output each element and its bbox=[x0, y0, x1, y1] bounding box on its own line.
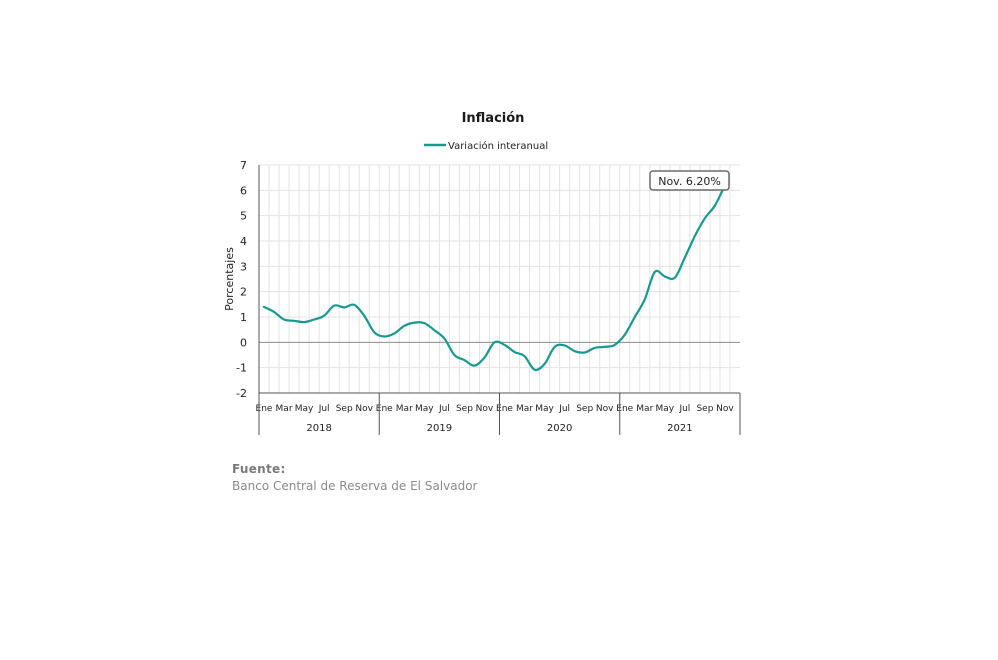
x-tick-label: May bbox=[656, 404, 675, 414]
source-text: Banco Central de Reserva de El Salvador bbox=[232, 479, 478, 493]
legend-label: Variación interanual bbox=[448, 140, 548, 152]
y-tick-label: 3 bbox=[240, 260, 247, 273]
x-tick-label: Ene bbox=[376, 404, 393, 414]
y-tick-label: 5 bbox=[240, 210, 247, 223]
series-line bbox=[262, 184, 727, 372]
y-tick-label: 7 bbox=[240, 159, 247, 172]
y-tick-label: -1 bbox=[236, 362, 247, 375]
x-tick-label: Mar bbox=[516, 404, 533, 414]
x-tick-label: May bbox=[535, 404, 554, 414]
x-year-label: 2018 bbox=[306, 423, 331, 434]
x-tick-label: Nov bbox=[476, 404, 494, 414]
x-tick-label: Mar bbox=[636, 404, 653, 414]
source-block: Fuente: Banco Central de Reserva de El S… bbox=[232, 462, 477, 493]
annotation-label: Nov. 6.20% bbox=[658, 175, 721, 188]
x-tick-label: Jul bbox=[678, 404, 690, 414]
x-tick-label: Sep bbox=[696, 404, 713, 414]
x-tick-label: Mar bbox=[396, 404, 413, 414]
x-tick-label: May bbox=[415, 404, 434, 414]
x-tick-label: Jul bbox=[318, 404, 330, 414]
x-tick-label: May bbox=[295, 404, 314, 414]
x-tick-label: Nov bbox=[355, 404, 373, 414]
x-tick-label: Nov bbox=[716, 404, 734, 414]
x-tick-label: Ene bbox=[496, 404, 513, 414]
x-year-label: 2020 bbox=[547, 423, 572, 434]
x-tick-label: Jul bbox=[438, 404, 450, 414]
y-tick-label: 6 bbox=[240, 184, 247, 197]
y-axis-label: Porcentajes bbox=[223, 247, 236, 311]
y-tick-label: -2 bbox=[236, 387, 247, 400]
x-tick-label: Mar bbox=[276, 404, 293, 414]
x-tick-label: Sep bbox=[456, 404, 473, 414]
x-tick-label: Ene bbox=[256, 404, 273, 414]
x-tick-label: Sep bbox=[336, 404, 353, 414]
x-tick-label: Ene bbox=[616, 404, 633, 414]
source-label: Fuente: bbox=[232, 462, 286, 476]
annotation-box bbox=[649, 170, 730, 191]
y-tick-label: 2 bbox=[240, 286, 247, 299]
x-tick-label: Sep bbox=[576, 404, 593, 414]
y-tick-label: 0 bbox=[240, 336, 247, 349]
chart-title: Inflación bbox=[462, 111, 525, 126]
x-year-label: 2019 bbox=[427, 423, 452, 434]
y-tick-label: 1 bbox=[240, 311, 247, 324]
y-tick-label: 4 bbox=[240, 235, 247, 248]
x-year-label: 2021 bbox=[667, 423, 692, 434]
x-tick-label: Jul bbox=[558, 404, 570, 414]
x-tick-label: Nov bbox=[596, 404, 614, 414]
